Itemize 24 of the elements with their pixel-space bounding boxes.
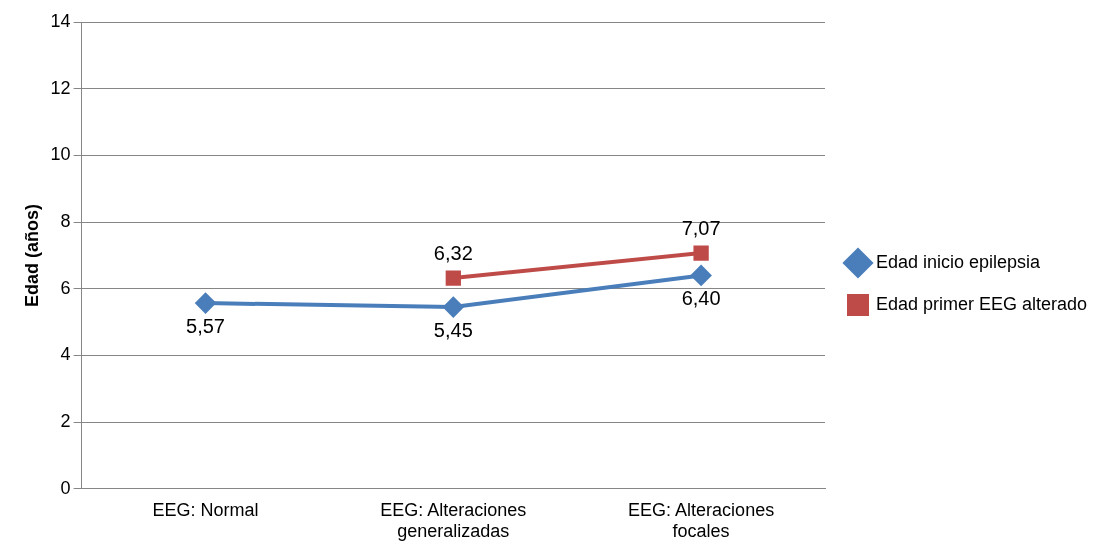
point xyxy=(693,245,709,261)
y-tick-label: 10 xyxy=(50,144,71,165)
point xyxy=(445,270,461,286)
data-label: 5,45 xyxy=(433,318,473,341)
x-tick-label: EEG: Normal xyxy=(152,499,259,520)
y-axis-title: Edad (años) xyxy=(21,203,42,307)
point xyxy=(691,265,712,286)
data-label: 6,40 xyxy=(681,286,721,309)
y-tick-label: 8 xyxy=(60,211,71,232)
data-label: 7,07 xyxy=(681,216,721,239)
y-tick-label: 4 xyxy=(60,344,71,365)
x-tick-label: EEG: Alteraciones focales xyxy=(628,499,775,542)
y-tick-label: 0 xyxy=(60,477,71,498)
y-tick-label: 6 xyxy=(60,277,71,298)
point xyxy=(195,293,216,314)
data-label: 6,32 xyxy=(433,241,473,264)
y-tick-label: 12 xyxy=(50,77,71,98)
point xyxy=(443,297,464,318)
data-label: 5,57 xyxy=(186,314,225,337)
y-tick-label: 14 xyxy=(50,10,71,31)
legend-label: Edad inicio epilepsia xyxy=(876,251,1042,272)
legend-label: Edad primer EEG alterado xyxy=(876,293,1088,314)
x-tick-label: EEG: Alteraciones generalizadas xyxy=(380,499,527,542)
y-tick-label: 2 xyxy=(60,411,71,432)
